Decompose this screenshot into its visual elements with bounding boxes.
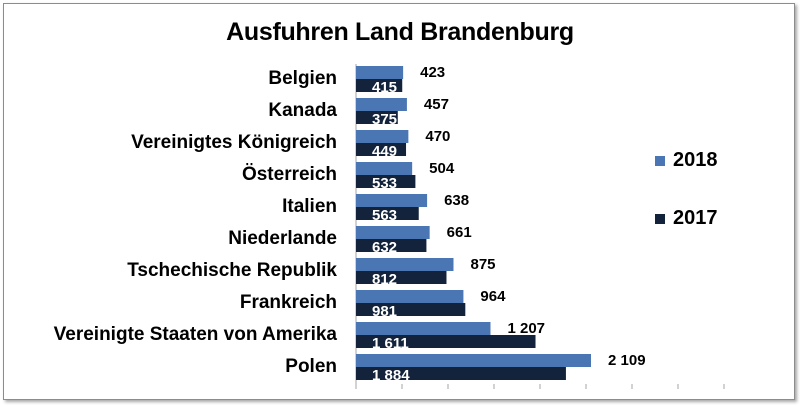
category-label: Vereinigtes Königreich [131, 132, 337, 153]
bar-2018 [356, 354, 591, 367]
data-label-2017: 375 [372, 111, 397, 128]
data-label-2018: 470 [425, 128, 450, 145]
category-label: Frankreich [240, 292, 337, 313]
category-label: Belgien [268, 68, 337, 89]
category-label: Tschechische Republik [127, 260, 337, 281]
data-label-2017: 533 [372, 175, 397, 192]
category-label: Österreich [242, 164, 337, 185]
bar-2017 [356, 303, 466, 316]
chart-title: Ausfuhren Land Brandenburg [226, 18, 574, 46]
bar-2017 [356, 367, 566, 380]
data-label-2017: 1 611 [372, 335, 409, 352]
data-label-2017: 415 [372, 79, 397, 96]
data-label-2018: 457 [424, 96, 449, 113]
bar-2018 [356, 66, 404, 79]
data-label-2018: 2 109 [608, 352, 646, 369]
data-label-2017: 1 884 [372, 367, 410, 384]
data-label-2018: 504 [429, 160, 455, 177]
data-label-2017: 449 [372, 143, 397, 160]
bar-2018 [356, 130, 409, 143]
category-label: Italien [282, 196, 337, 217]
data-label-2018: 423 [420, 64, 445, 81]
bar-2018 [356, 98, 407, 111]
data-label-2018: 875 [470, 256, 495, 273]
data-label-2018: 661 [447, 224, 472, 241]
bar-2018 [356, 258, 454, 271]
legend-label-2018: 2018 [673, 149, 718, 171]
bar-2018 [356, 194, 428, 207]
category-label: Polen [285, 356, 337, 377]
bar-2017 [356, 271, 447, 284]
data-label-2017: 981 [372, 303, 397, 320]
data-label-2018: 1 207 [507, 320, 545, 337]
bar-2017 [356, 175, 416, 188]
bar-2017 [356, 207, 419, 220]
bar-2017 [356, 79, 403, 92]
category-label: Vereinigte Staaten von Amerika [54, 324, 338, 345]
category-label: Niederlande [228, 228, 337, 249]
data-label-2018: 964 [480, 288, 506, 305]
legend-label-2017: 2017 [673, 207, 718, 229]
bar-2018 [356, 290, 464, 303]
legend-swatch-2017 [655, 213, 665, 224]
bar-2017 [356, 335, 536, 348]
bar-2018 [356, 162, 413, 175]
bar-2017 [356, 143, 407, 156]
category-label: Kanada [268, 100, 337, 121]
data-label-2017: 563 [372, 207, 397, 224]
bar-2018 [356, 322, 491, 335]
legend-item-2018: 2018 [655, 149, 718, 172]
data-label-2018: 638 [444, 192, 469, 209]
data-label-2017: 632 [372, 239, 397, 256]
bar-2017 [356, 239, 427, 252]
legend-swatch-2018 [655, 155, 665, 166]
bar-2018 [356, 226, 430, 239]
legend-item-2017: 2017 [655, 207, 718, 230]
data-label-2017: 812 [372, 271, 397, 288]
bar-2017 [356, 111, 398, 124]
